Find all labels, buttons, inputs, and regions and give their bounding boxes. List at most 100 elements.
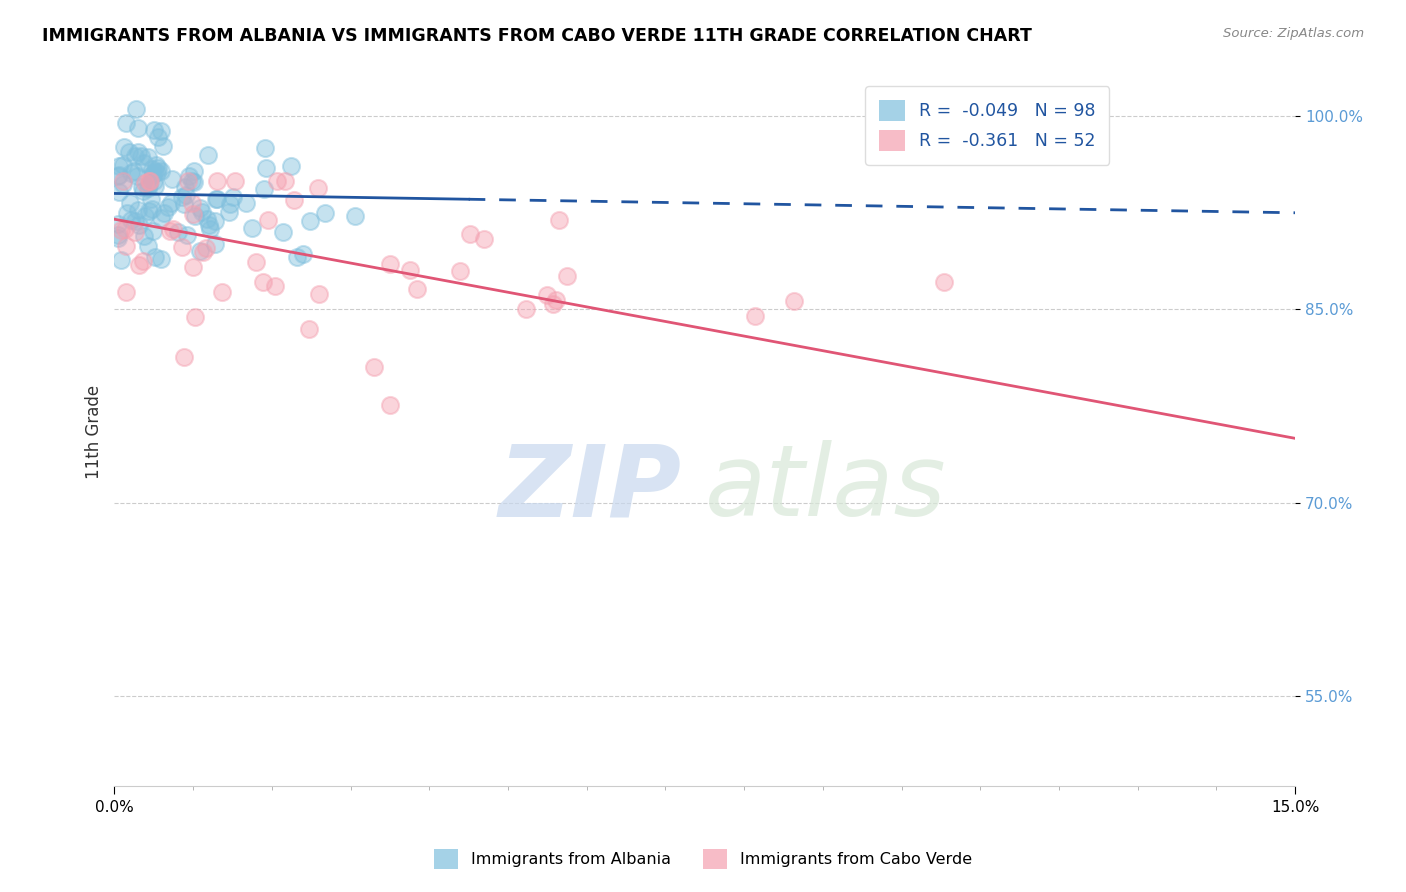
Text: atlas: atlas — [704, 440, 946, 537]
Point — [162, 221, 184, 235]
Point — [146, 161, 169, 175]
Point — [141, 161, 163, 176]
Point — [141, 168, 163, 182]
Point — [179, 169, 201, 184]
Point — [343, 209, 366, 223]
Point — [142, 123, 165, 137]
Point — [132, 184, 155, 198]
Point — [152, 138, 174, 153]
Point — [143, 165, 166, 179]
Point — [932, 275, 955, 289]
Point — [194, 241, 217, 255]
Point — [143, 250, 166, 264]
Point — [191, 244, 214, 259]
Point — [191, 204, 214, 219]
Point — [132, 254, 155, 268]
Point — [120, 166, 142, 180]
Point — [252, 182, 274, 196]
Point — [138, 173, 160, 187]
Point — [254, 161, 277, 175]
Point — [198, 222, 221, 236]
Point — [124, 214, 146, 228]
Point — [156, 200, 179, 214]
Point — [115, 285, 138, 299]
Point — [107, 227, 129, 242]
Point — [107, 231, 129, 245]
Point — [127, 145, 149, 159]
Point — [547, 213, 569, 227]
Point — [211, 285, 233, 299]
Point — [160, 172, 183, 186]
Point — [181, 206, 204, 220]
Point — [184, 310, 207, 325]
Point — [195, 211, 218, 226]
Point — [266, 173, 288, 187]
Point — [257, 212, 280, 227]
Point — [274, 173, 297, 187]
Point — [271, 225, 294, 239]
Point — [235, 195, 257, 210]
Point — [150, 211, 173, 226]
Point — [363, 359, 385, 374]
Point — [138, 203, 160, 218]
Text: Source: ZipAtlas.com: Source: ZipAtlas.com — [1223, 27, 1364, 40]
Point — [183, 175, 205, 189]
Point — [107, 169, 129, 184]
Point — [218, 205, 240, 219]
Point — [136, 150, 159, 164]
Point — [128, 218, 150, 232]
Point — [114, 116, 136, 130]
Point — [124, 225, 146, 239]
Point — [181, 260, 204, 274]
Point — [205, 192, 228, 206]
Point — [122, 164, 145, 178]
Point — [744, 309, 766, 323]
Point — [112, 173, 135, 187]
Point — [184, 209, 207, 223]
Legend: R =  -0.049   N = 98, R =  -0.361   N = 52: R = -0.049 N = 98, R = -0.361 N = 52 — [865, 87, 1109, 165]
Point — [536, 288, 558, 302]
Point — [127, 120, 149, 135]
Point — [181, 195, 204, 210]
Point — [108, 168, 131, 182]
Point — [127, 202, 149, 217]
Point — [138, 177, 160, 191]
Point — [132, 228, 155, 243]
Point — [166, 226, 188, 240]
Point — [222, 189, 245, 203]
Point — [118, 145, 141, 160]
Point — [546, 293, 568, 307]
Point — [245, 254, 267, 268]
Y-axis label: 11th Grade: 11th Grade — [86, 384, 103, 479]
Point — [143, 174, 166, 188]
Point — [160, 196, 183, 211]
Point — [159, 224, 181, 238]
Point — [176, 173, 198, 187]
Point — [173, 197, 195, 211]
Point — [472, 232, 495, 246]
Point — [142, 167, 165, 181]
Point — [149, 164, 172, 178]
Point — [139, 192, 162, 206]
Point — [107, 185, 129, 199]
Point — [108, 159, 131, 173]
Point — [134, 209, 156, 223]
Point — [125, 169, 148, 183]
Point — [129, 149, 152, 163]
Point — [150, 252, 173, 266]
Point — [173, 351, 195, 365]
Point — [136, 181, 159, 195]
Point — [283, 194, 305, 208]
Point — [183, 163, 205, 178]
Point — [399, 262, 422, 277]
Point — [114, 222, 136, 236]
Point — [107, 217, 129, 231]
Point — [150, 123, 173, 137]
Point — [142, 224, 165, 238]
Point — [515, 301, 537, 316]
Point — [145, 158, 167, 172]
Point — [314, 206, 336, 220]
Point — [118, 195, 141, 210]
Point — [205, 192, 228, 206]
Point — [115, 205, 138, 219]
